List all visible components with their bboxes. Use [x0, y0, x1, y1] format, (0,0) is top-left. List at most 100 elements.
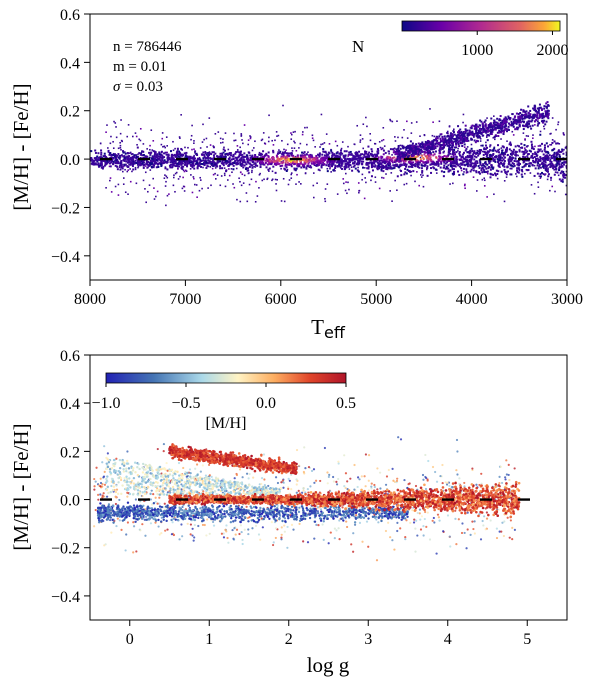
heatmap-cell: [315, 164, 318, 167]
scatter-point: [473, 520, 476, 523]
heatmap-cell: [229, 163, 232, 166]
heatmap-cell: [391, 148, 394, 151]
heatmap-cell: [429, 141, 432, 144]
heatmap-cell: [115, 157, 118, 160]
heatmap-cell: [94, 162, 97, 165]
heatmap-cell: [512, 118, 515, 121]
heatmap-cell: [431, 145, 434, 148]
heatmap-cell: [562, 174, 565, 177]
heatmap-cell: [305, 167, 308, 170]
heatmap-cell: [274, 139, 276, 142]
heatmap-cell: [445, 141, 448, 144]
heatmap-cell: [259, 152, 262, 155]
heatmap-cell: [183, 170, 186, 173]
heatmap-cell: [409, 146, 412, 149]
heatmap-cell: [131, 157, 134, 160]
heatmap-cell: [445, 139, 448, 142]
heatmap-cell: [281, 162, 284, 165]
heatmap-cell: [455, 137, 458, 140]
scatter-point: [326, 482, 329, 485]
heatmap-cell: [524, 111, 527, 114]
heatmap-cell: [156, 158, 159, 161]
heatmap-cell: [426, 148, 429, 151]
heatmap-cell: [513, 119, 516, 122]
heatmap-cell: [271, 156, 274, 159]
heatmap-cell: [228, 174, 231, 177]
scatter-point: [321, 523, 324, 526]
heatmap-cell: [502, 130, 505, 133]
heatmap-cell: [435, 162, 438, 165]
heatmap-cell: [180, 163, 183, 166]
scatter-point: [238, 532, 241, 536]
heatmap-cell: [422, 156, 425, 159]
heatmap-cell: [96, 155, 99, 158]
heatmap-cell: [370, 161, 373, 164]
heatmap-cell: [462, 167, 465, 170]
heatmap-cell: [429, 163, 432, 166]
heatmap-cell: [141, 154, 144, 157]
heatmap-cell: [530, 144, 533, 147]
heatmap-cell: [379, 146, 382, 149]
heatmap-cell: [497, 149, 500, 152]
heatmap-cell: [293, 163, 296, 166]
heatmap-cell: [546, 154, 549, 157]
heatmap-cell: [530, 143, 533, 146]
heatmap-cell: [177, 153, 180, 156]
heatmap-cell: [495, 150, 498, 153]
heatmap-cell: [485, 171, 488, 174]
heatmap-cell: [352, 154, 355, 157]
heatmap-cell: [156, 190, 159, 193]
heatmap-cell: [120, 161, 123, 164]
heatmap-cell: [524, 116, 527, 119]
heatmap-cell: [425, 155, 428, 158]
heatmap-cell: [401, 136, 404, 139]
heatmap-cell: [163, 177, 166, 180]
heatmap-cell: [295, 167, 298, 170]
heatmap-cell: [236, 150, 239, 153]
heatmap-cell: [429, 158, 432, 161]
heatmap-cell: [194, 150, 197, 153]
heatmap-cell: [262, 150, 265, 153]
heatmap-cell: [382, 170, 385, 173]
heatmap-cell: [207, 162, 210, 165]
heatmap-cell: [503, 165, 506, 168]
heatmap-cell: [536, 112, 539, 115]
heatmap-cell: [290, 177, 293, 179]
heatmap-cell: [107, 151, 110, 153]
heatmap-cell: [378, 167, 381, 170]
heatmap-cell: [279, 165, 282, 168]
heatmap-cell: [446, 167, 449, 170]
heatmap-cell: [243, 164, 246, 167]
heatmap-cell: [133, 162, 136, 165]
heatmap-cell: [422, 157, 425, 160]
heatmap-cell: [452, 160, 455, 163]
heatmap-cell: [514, 115, 517, 118]
heatmap-cell: [553, 147, 556, 150]
heatmap-cell: [533, 120, 536, 123]
heatmap-cell: [319, 146, 321, 148]
heatmap-cell: [347, 161, 350, 164]
heatmap-cell: [466, 134, 469, 137]
heatmap-cell: [489, 144, 492, 147]
heatmap-cell: [453, 149, 456, 152]
heatmap-cell: [526, 169, 529, 172]
heatmap-cell: [382, 126, 385, 129]
heatmap-cell: [121, 140, 124, 143]
heatmap-cell: [419, 135, 421, 137]
heatmap-cell: [368, 171, 371, 174]
heatmap-cell: [484, 123, 487, 126]
heatmap-cell: [152, 150, 155, 153]
heatmap-cell: [491, 166, 494, 169]
heatmap-cell: [524, 139, 526, 141]
scatter-point: [103, 483, 107, 486]
heatmap-cell: [301, 133, 304, 136]
heatmap-cell: [465, 129, 468, 132]
heatmap-cell: [410, 132, 413, 134]
heatmap-cell: [527, 169, 530, 172]
heatmap-cell: [114, 161, 117, 164]
heatmap-cell: [340, 158, 343, 161]
heatmap-cell: [538, 158, 541, 161]
heatmap-cell: [478, 149, 481, 152]
heatmap-cell: [460, 132, 463, 135]
heatmap-cell: [241, 153, 244, 156]
